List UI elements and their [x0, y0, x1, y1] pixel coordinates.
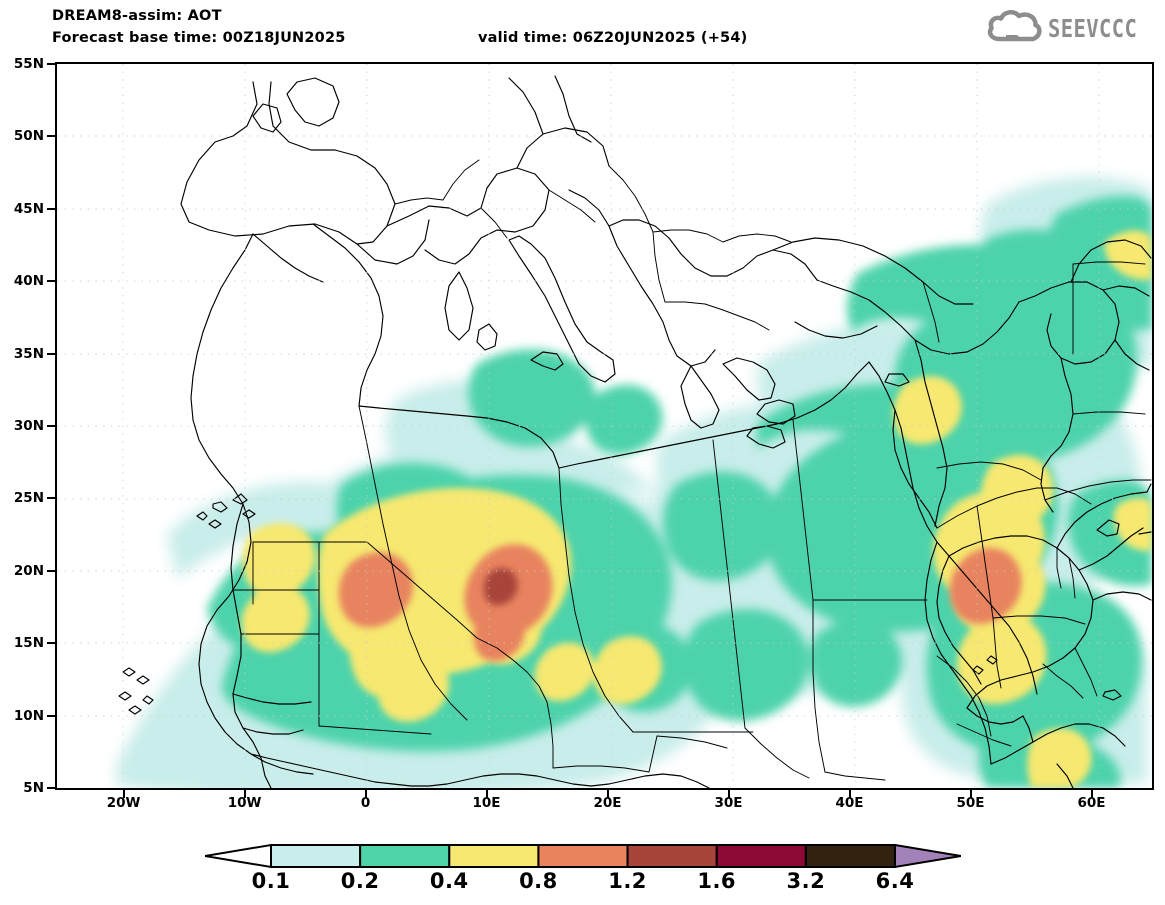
lon-tick-label-0: 0 — [360, 795, 371, 811]
colorbar-tick-0p8: 0.8 — [519, 869, 558, 893]
lat-tick-label-20n: 20N — [13, 562, 44, 579]
lat-tick-label-45n: 45N — [13, 200, 44, 217]
lon-tick-label-40e: 40E — [835, 795, 864, 811]
lon-tick-mark — [848, 790, 851, 798]
colorbar-tick-1p6: 1.6 — [697, 869, 737, 893]
colorbar-swatch-teal — [359, 844, 451, 868]
colorbar-tick-1p2: 1.2 — [608, 869, 647, 893]
valid-time-label: valid time: 06Z20JUN2025 (+54) — [478, 30, 748, 46]
colorbar-tick-0p1: 0.1 — [251, 869, 291, 893]
lat-tick-mark — [47, 135, 56, 138]
colorbar-swatch-light-cyan — [270, 844, 362, 868]
chart-header: DREAM8-assim: AOT Forecast base time: 00… — [0, 0, 1165, 58]
lon-tick-mark — [969, 790, 972, 798]
lon-tick-mark — [485, 790, 488, 798]
colorbar-tick-0p2: 0.2 — [340, 869, 380, 893]
page-title: DREAM8-assim: AOT — [52, 8, 222, 24]
lat-tick-label-30n: 30N — [13, 418, 44, 434]
lon-tick-mark — [727, 790, 730, 798]
lon-tick-label-20w: 20W — [106, 795, 141, 811]
lon-tick-label-10w: 10W — [227, 795, 262, 811]
lat-tick-mark — [47, 425, 56, 427]
colorbar-tick-6p4: 6.4 — [875, 869, 915, 893]
aot-contour-map — [57, 64, 1152, 788]
lon-tick-label-30e: 30E — [714, 795, 743, 811]
lon-tick-mark — [606, 790, 609, 798]
lon-tick-label-60e: 60E — [1077, 795, 1106, 811]
forecast-base-time-label: Forecast base time: 00Z18JUN2025 — [52, 30, 346, 46]
lat-tick-mark — [47, 787, 56, 789]
colorbar-swatch-brick-red — [626, 844, 718, 868]
lat-tick-label-50n: 50N — [13, 128, 44, 145]
lat-tick-label-15n: 15N — [13, 635, 44, 652]
colorbar-tick-0p4: 0.4 — [429, 869, 469, 893]
lat-tick-mark — [47, 207, 56, 210]
contour-band-0p8 — [338, 544, 1022, 662]
lat-tick-label-25n: 25N — [13, 490, 44, 507]
colorbar-under-arrow — [205, 843, 272, 869]
colorbar-swatch-salmon — [537, 844, 629, 868]
coastline-layer — [118, 75, 1152, 788]
colorbar-swatch-crimson — [715, 844, 807, 868]
cloud-icon — [986, 9, 1042, 47]
lat-tick-mark — [47, 352, 56, 355]
colorbar-tick-3p2: 3.2 — [786, 869, 826, 893]
gridlines — [57, 64, 1152, 788]
colorbar-swatch-yellow — [448, 844, 540, 868]
lat-tick-label-5n: 5N — [23, 780, 44, 796]
lat-tick-mark — [47, 714, 56, 717]
lon-tick-mark — [243, 790, 246, 798]
logo-text: SEEVCCC — [1048, 13, 1138, 43]
colorbar — [205, 843, 961, 869]
colorbar-swatch-dark-brown — [804, 844, 896, 868]
lat-tick-label-35n: 35N — [13, 345, 44, 362]
lat-tick-label-55n: 55N — [13, 56, 44, 72]
lat-tick-label-40n: 40N — [13, 273, 44, 290]
lon-tick-label-50e: 50E — [956, 795, 985, 811]
contour-band-1p2 — [483, 567, 518, 606]
lat-tick-mark — [47, 642, 56, 645]
lat-tick-mark — [47, 63, 56, 65]
seevccc-logo: SEEVCCC — [986, 8, 1157, 48]
lon-tick-mark — [364, 790, 367, 798]
lon-tick-label-10e: 10E — [472, 795, 501, 811]
colorbar-over-arrow — [894, 843, 961, 869]
lon-tick-label-20e: 20E — [593, 795, 622, 811]
lat-tick-mark — [47, 280, 56, 283]
lat-tick-label-10n: 10N — [13, 707, 44, 724]
map-plot-area — [55, 62, 1154, 790]
lon-tick-mark — [122, 790, 125, 798]
lat-tick-mark — [47, 569, 56, 572]
lat-tick-mark — [47, 497, 56, 500]
lon-tick-mark — [1090, 790, 1093, 798]
